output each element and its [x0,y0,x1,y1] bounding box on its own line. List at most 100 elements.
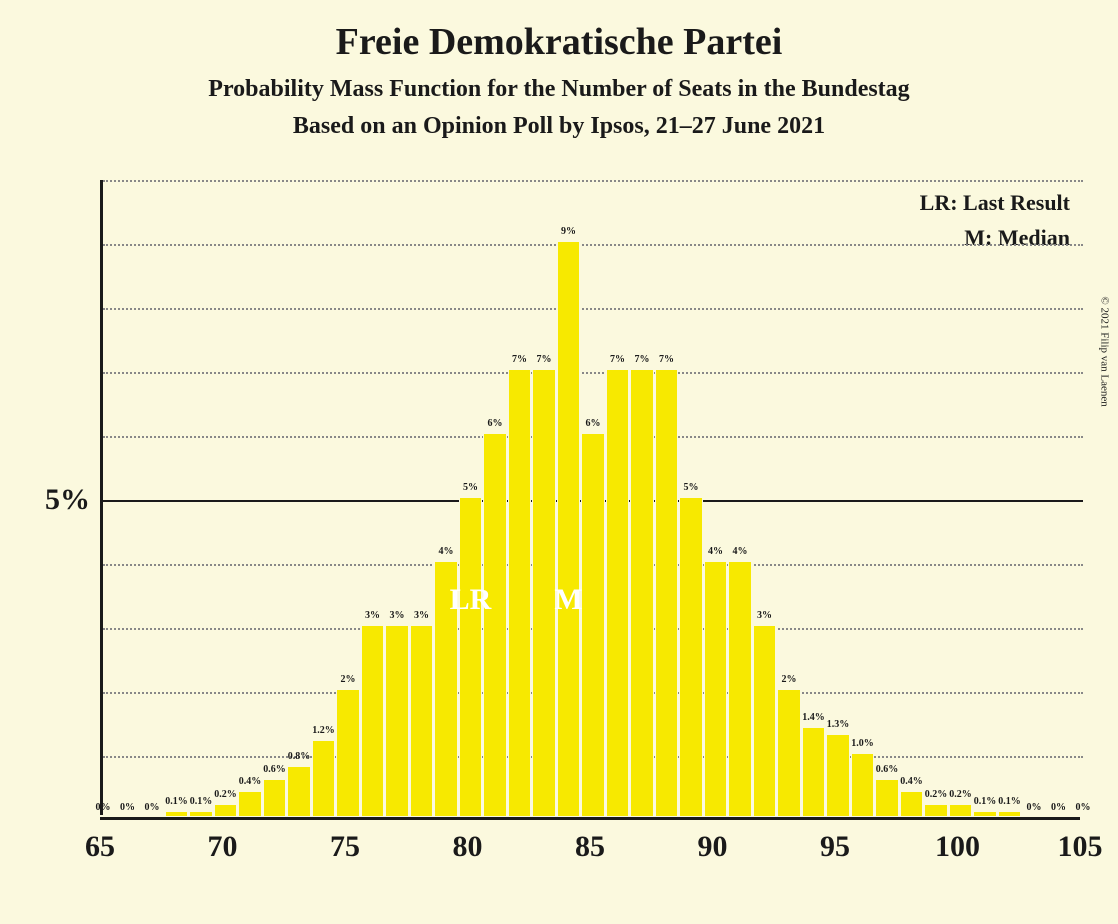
bar [802,727,825,817]
bar [900,791,923,817]
bar [1022,815,1045,817]
bar [189,811,212,817]
bar [704,561,727,817]
bar [728,561,751,817]
bar [238,791,261,817]
bar-value-label: 0.6% [876,764,899,775]
bar-value-label: 7% [610,354,625,365]
bar-value-label: 0.1% [998,796,1021,807]
bar-value-label: 0.4% [239,776,262,787]
bar-value-label: 0.8% [288,751,311,762]
chart-area: LR: Last Result M: Median 0%0%0%0.1%0.1%… [100,180,1080,820]
bar-value-label: 7% [537,354,552,365]
bar [557,241,580,817]
bar [140,815,163,817]
bar [581,433,604,817]
gridline-minor [103,244,1083,246]
bar-value-label: 0.6% [263,764,286,775]
bar-value-label: 3% [365,610,380,621]
y-axis-label: 5% [45,483,90,517]
x-tick-label: 100 [935,830,980,864]
bar [336,689,359,817]
bar [630,369,653,817]
bar-value-label: 0.1% [190,796,213,807]
chart-container: Freie Demokratische Partei Probability M… [0,0,1118,924]
annotation-lr: LR [450,583,492,617]
bar [851,753,874,817]
x-tick-label: 85 [575,830,605,864]
bar [508,369,531,817]
bar [777,689,800,817]
bar-value-label: 5% [463,482,478,493]
bar [361,625,384,817]
x-tick-label: 70 [208,830,238,864]
bar-value-label: 4% [439,546,454,557]
annotation-m: M [554,583,582,617]
bar-value-label: 0.2% [214,789,237,800]
bar-value-label: 7% [635,354,650,365]
x-tick-label: 80 [453,830,483,864]
bar-value-label: 2% [782,674,797,685]
gridline-minor [103,308,1083,310]
bar-value-label: 3% [414,610,429,621]
subtitle-2: Based on an Opinion Poll by Ipsos, 21–27… [0,113,1118,140]
bar-value-label: 2% [341,674,356,685]
bar-value-label: 0% [96,802,111,813]
bar [214,804,237,817]
bar [606,369,629,817]
bar [973,811,996,817]
bar [459,497,482,817]
bar [410,625,433,817]
bar [116,815,139,817]
bar-value-label: 4% [708,546,723,557]
bar-value-label: 6% [586,418,601,429]
x-tick-label: 75 [330,830,360,864]
bar [875,779,898,817]
gridline-minor [103,372,1083,374]
main-title: Freie Demokratische Partei [0,20,1118,64]
bar [165,811,188,817]
x-tick-label: 90 [698,830,728,864]
copyright-text: © 2021 Filip van Laenen [1098,296,1110,406]
bar [483,433,506,817]
bar [753,625,776,817]
bar [1047,815,1070,817]
bar [998,811,1021,817]
x-tick-label: 65 [85,830,115,864]
bar [263,779,286,817]
bar [826,734,849,817]
bar-value-label: 5% [684,482,699,493]
bar-value-label: 0% [120,802,135,813]
plot-region: LR: Last Result M: Median 0%0%0%0.1%0.1%… [100,180,1080,820]
bar-value-label: 6% [488,418,503,429]
bar [385,625,408,817]
x-tick-label: 105 [1058,830,1103,864]
bar-value-label: 0.2% [949,789,972,800]
bar [1071,815,1094,817]
bar [91,815,114,817]
bar-value-label: 1.2% [312,725,335,736]
bar-value-label: 0.1% [974,796,997,807]
bar-value-label: 0% [145,802,160,813]
bar-value-label: 7% [659,354,674,365]
bar-value-label: 3% [757,610,772,621]
bar [532,369,555,817]
bar-value-label: 1.3% [827,719,850,730]
bar-value-label: 4% [733,546,748,557]
legend-lr: LR: Last Result [920,185,1070,220]
bar-value-label: 0% [1051,802,1066,813]
bar-value-label: 3% [390,610,405,621]
bar [949,804,972,817]
bar-value-label: 0% [1076,802,1091,813]
bar-value-label: 0% [1027,802,1042,813]
bar-value-label: 0.1% [165,796,188,807]
bar-value-label: 0.2% [925,789,948,800]
x-tick-label: 95 [820,830,850,864]
gridline-minor [103,180,1083,182]
bar-value-label: 9% [561,226,576,237]
subtitle-1: Probability Mass Function for the Number… [0,76,1118,103]
bar-value-label: 1.0% [851,738,874,749]
bar-value-label: 1.4% [802,712,825,723]
bar-value-label: 0.4% [900,776,923,787]
bar [679,497,702,817]
